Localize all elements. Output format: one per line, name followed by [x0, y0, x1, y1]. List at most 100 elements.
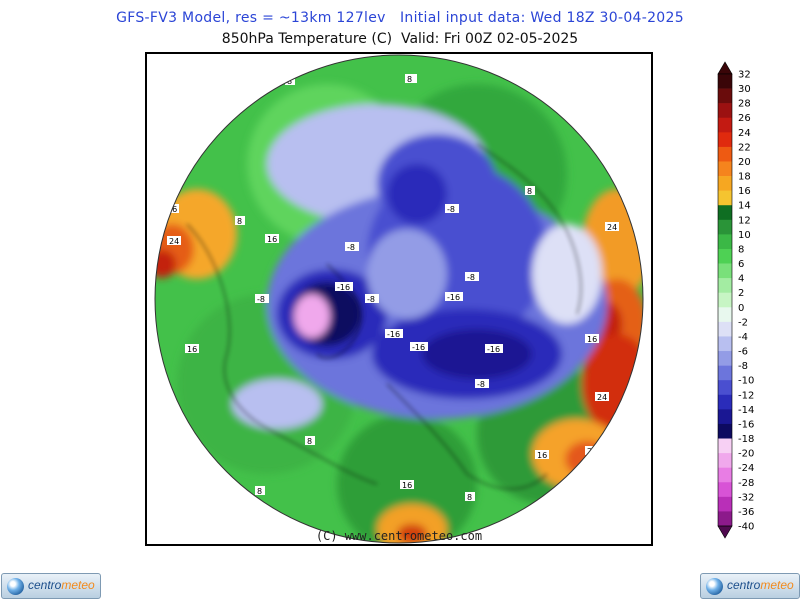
colorbar-swatch: [718, 292, 732, 308]
model-title: GFS-FV3 Model, res = ~13km 127lev Initia…: [116, 10, 684, 26]
colorbar-tick-label: 8: [738, 244, 744, 255]
contour-label: -8: [475, 379, 489, 389]
colorbar-swatch: [718, 307, 732, 323]
copyright-credit: (C) www.centrometeo.com: [315, 529, 483, 543]
colorbar-swatch: [718, 234, 732, 250]
colorbar-tick-label: 22: [738, 142, 751, 153]
colorbar-swatch: [718, 380, 732, 396]
svg-text:8: 8: [257, 487, 262, 496]
contour-label: 24: [605, 222, 619, 232]
svg-text:-16: -16: [387, 330, 400, 339]
svg-text:-8: -8: [467, 273, 475, 282]
colorbar-tick-label: 10: [738, 230, 751, 241]
svg-text:-8: -8: [367, 295, 375, 304]
colorbar-tick-label: -10: [738, 376, 754, 387]
colorbar-swatch: [718, 88, 732, 104]
colorbar-tick-label: -18: [738, 434, 754, 445]
svg-text:8: 8: [237, 217, 242, 226]
logo-text: centrometeo: [28, 578, 95, 592]
colorbar-tick-label: -12: [738, 390, 754, 401]
colorbar-tick-label: -24: [738, 463, 754, 474]
svg-text:-16: -16: [447, 293, 460, 302]
colorbar-tick-label: 0: [738, 303, 744, 314]
colorbar-tick-label: -32: [738, 492, 754, 503]
colorbar-tick-label: -28: [738, 478, 754, 489]
colorbar-tick-label: -4: [738, 332, 748, 343]
contour-label: 24: [595, 392, 609, 402]
field-title: 850hPa Temperature (C) Valid: Fri 00Z 02…: [221, 31, 579, 47]
svg-text:24: 24: [607, 223, 617, 232]
svg-text:-8: -8: [447, 205, 455, 214]
colorbar-tick-label: -14: [738, 405, 754, 416]
contour-label: -16: [445, 292, 463, 302]
colorbar-swatch: [718, 190, 732, 206]
colorbar-swatch: [718, 482, 732, 498]
centrometeo-logo-right[interactable]: centrometeo: [700, 573, 800, 599]
colorbar-tick-label: -40: [738, 522, 754, 533]
colorbar-swatch: [718, 146, 732, 162]
svg-text:16: 16: [267, 235, 277, 244]
svg-text:-8: -8: [477, 380, 485, 389]
contour-label: -16: [335, 282, 353, 292]
contour-label: -8: [255, 294, 269, 304]
svg-text:24: 24: [597, 393, 607, 402]
map-frame: 8 8 8 8 8 8 8 16 16 16 16 16 16 24 24 24…: [145, 52, 653, 546]
contour-label: -8: [345, 242, 359, 252]
colorbar-swatch: [718, 409, 732, 425]
contour-label: 8: [305, 436, 315, 446]
contour-label: 8: [525, 186, 535, 196]
polar-temperature-map: 8 8 8 8 8 8 8 16 16 16 16 16 16 24 24 24…: [154, 54, 644, 544]
colorbar-tick-label: 28: [738, 99, 751, 110]
colorbar-swatch: [718, 467, 732, 483]
svg-text:24: 24: [169, 237, 179, 246]
contour-label: -16: [385, 329, 403, 339]
colorbar-swatch: [718, 336, 732, 352]
colorbar-min-arrow: [717, 525, 733, 539]
temperature-colorbar: 32302826242220181614121086420-2-4-6-8-10…: [717, 61, 754, 539]
svg-text:-8: -8: [347, 243, 355, 252]
colorbar-tick-label: -6: [738, 347, 748, 358]
colorbar-swatch: [718, 132, 732, 148]
colorbar-tick-label: 30: [738, 84, 751, 95]
contour-label: 16: [535, 450, 549, 460]
contour-label: -16: [410, 342, 428, 352]
colorbar-swatch: [718, 496, 732, 512]
colorbar-swatch: [718, 394, 732, 410]
colorbar-tick-label: 18: [738, 172, 751, 183]
colorbar-swatch: [718, 103, 732, 119]
contour-label: -8: [365, 294, 379, 304]
colorbar-swatch: [718, 278, 732, 294]
colorbar-swatch: [718, 176, 732, 191]
colorbar-swatch: [718, 161, 732, 177]
svg-text:8: 8: [467, 493, 472, 502]
contour-label: 16: [265, 234, 279, 244]
svg-text:-16: -16: [487, 345, 500, 354]
colorbar-tick-label: 14: [738, 201, 751, 212]
svg-text:8: 8: [407, 75, 412, 84]
colorbar-tick-label: 32: [738, 70, 751, 81]
contour-label: 8: [235, 216, 245, 226]
centrometeo-logo-left[interactable]: centrometeo: [1, 573, 101, 599]
colorbar-tick-label: 2: [738, 288, 744, 299]
colorbar-tick-label: -20: [738, 449, 754, 460]
contour-label: 16: [185, 344, 199, 354]
contour-label: -8: [445, 204, 459, 214]
colorbar-tick-label: -8: [738, 361, 748, 372]
colorbar-swatch: [718, 365, 732, 381]
colorbar-tick-label: 26: [738, 113, 751, 124]
contour-label: -16: [485, 344, 503, 354]
colorbar-swatch: [718, 438, 732, 454]
colorbar-swatch: [718, 117, 732, 133]
colorbar-tick-label: 20: [738, 157, 751, 168]
colorbar-swatch: [718, 74, 732, 89]
contour-label: 8: [255, 486, 265, 496]
colorbar-max-arrow: [717, 61, 733, 75]
colorbar-swatch: [718, 351, 732, 366]
svg-text:16: 16: [537, 451, 547, 460]
colorbar-swatch: [718, 219, 732, 235]
colorbar-tick-label: -16: [738, 419, 754, 430]
colorbar-border: [717, 73, 733, 527]
colorbar-tick-label: 16: [738, 186, 751, 197]
colorbar-tick-label: 6: [738, 259, 744, 270]
contour-label: -8: [465, 272, 479, 282]
